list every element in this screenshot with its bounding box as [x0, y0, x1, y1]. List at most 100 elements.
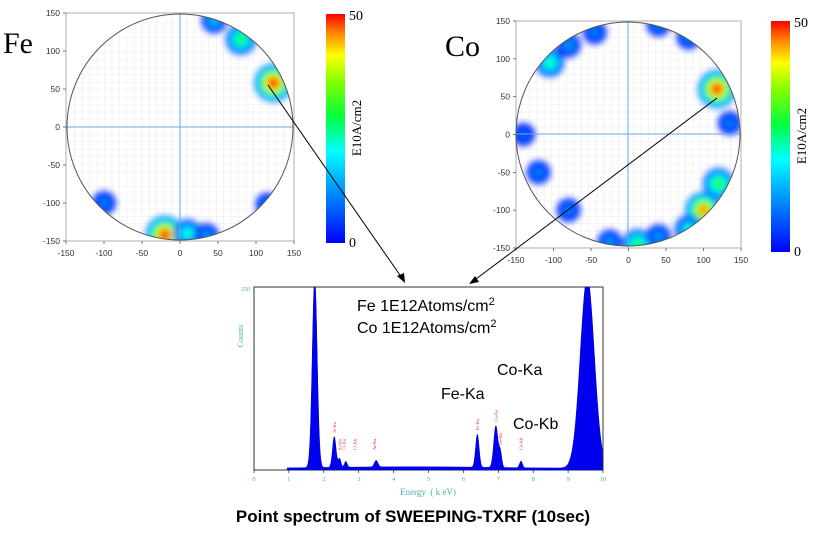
spectrum-x-tick-label: 10 — [600, 476, 607, 483]
co-y-tick-label: 150 — [496, 16, 510, 26]
co-connector-line — [475, 97, 718, 280]
fe-x-tick-label: -100 — [95, 248, 112, 258]
fe-y-tick-label: 100 — [46, 46, 60, 56]
fe-hotspot-ring — [267, 77, 279, 89]
co-hotspot — [526, 160, 551, 185]
spectrum-x-axis: 0 1 2 3 4 5 6 7 8 9 10 — [252, 470, 606, 483]
fe-concentration-text: Fe 1E12Atoms/cm — [357, 298, 489, 315]
co-hotspot — [597, 229, 622, 246]
fe-hotspot — [145, 215, 184, 240]
fe-hotspot-ring — [183, 229, 192, 238]
co-kb-annotation: Co-Kb — [513, 416, 558, 433]
co-hotspot-ring — [711, 83, 723, 95]
spectrum-peaks — [286, 286, 603, 471]
spectrum-x-tick-label: 3 — [357, 476, 360, 483]
co-x-tick-label: 50 — [661, 255, 671, 265]
co-hotspot — [582, 22, 607, 45]
fe-connector-line — [267, 84, 403, 279]
fe-x-tick-label: 150 — [287, 248, 301, 258]
fe-colorbar-min: 0 — [349, 236, 356, 251]
co-wafer-outline — [515, 21, 741, 247]
co-hotspot-ring — [714, 179, 723, 189]
co-hotspot-ring — [633, 239, 642, 246]
co-x-tick-label: 150 — [734, 255, 748, 265]
fe-colorbar-max: 50 — [349, 9, 363, 24]
spectrum-peak-label: Cl-Ka — [342, 439, 347, 450]
spectrum-x-tick-label: 5 — [427, 476, 430, 483]
spectrum-x-tick-label: 0 — [252, 476, 255, 483]
co-hotspot-ring — [591, 28, 599, 36]
co-arrowhead — [469, 276, 479, 284]
fe-x-tick-label: 50 — [213, 248, 223, 258]
co-hotspot-ring — [565, 41, 572, 49]
fe-x-tick-label: 100 — [249, 248, 263, 258]
connector-arrows — [267, 84, 718, 284]
co-hotspot-ring — [726, 119, 734, 127]
spectrum-x-tick-label: 8 — [532, 476, 535, 483]
fe-y-axis: 150 100 50 0 -50 -100 -150 — [43, 8, 66, 246]
co-x-tick-label: -150 — [507, 255, 524, 265]
co-hotspot-ring — [545, 58, 554, 67]
co-hotspot — [622, 229, 653, 246]
spectrum-y-tick-250: 250 — [241, 287, 250, 293]
co-concentration-label: Co 1E12Atoms/cm2 — [357, 318, 497, 337]
fe-y-tick-label: 0 — [55, 122, 60, 132]
spectrum-x-tick-label: 2 — [322, 476, 325, 483]
co-x-tick-label: 0 — [626, 255, 631, 265]
spectrum-peak-label: Si-Ka — [332, 422, 337, 433]
spectrum-peak-label: Co-Ka — [493, 410, 498, 422]
co-x-tick-label: -100 — [545, 255, 562, 265]
co-colorbar-max: 50 — [794, 16, 808, 31]
co-hotspot-ring — [698, 204, 709, 216]
co-y-tick-label: -150 — [493, 243, 510, 253]
fe-colorbar-unit: E10A/cm2 — [349, 100, 364, 156]
spectrum-x-tick-label: 7 — [497, 476, 501, 483]
spectrum-x-tick-label: 9 — [566, 476, 569, 483]
fe-x-tick-label: -50 — [136, 248, 149, 258]
spectrum-x-tick-label: 1 — [287, 476, 290, 483]
co-wafer-map: Co -150 -100 -50 0 50 100 150 150 100 50 0 -50 -100… — [445, 16, 809, 265]
co-y-axis: 150 100 50 0 -50 -100 -150 — [493, 16, 516, 253]
co-concentration-superscript: 2 — [490, 318, 496, 330]
co-y-tick-label: 50 — [501, 92, 511, 102]
fe-y-tick-label: -50 — [48, 160, 61, 170]
spectrum-series-area — [286, 286, 603, 471]
fe-concentration-label: Fe 1E12Atoms/cm2 — [357, 296, 495, 315]
fe-hotspot-ring — [236, 35, 246, 44]
co-ka-annotation: Co-Ka — [497, 362, 542, 379]
fe-hotspot-ring — [159, 229, 171, 240]
co-y-tick-label: -50 — [498, 167, 511, 177]
spectrum-peak-label: Si-Kb — [338, 438, 343, 450]
co-colorbar-min: 0 — [794, 245, 801, 260]
fe-hotspot-ring — [100, 199, 108, 207]
fe-colorbar — [326, 14, 345, 243]
co-hotspot — [556, 198, 581, 222]
figure-caption: Point spectrum of SWEEPING-TXRF (10sec) — [235, 507, 591, 526]
co-map-title: Co — [445, 30, 480, 63]
spectrum-y-axis-label: Counts — [236, 325, 245, 348]
fe-x-tick-label: 0 — [178, 248, 183, 258]
fe-hotspot-layer — [92, 14, 293, 240]
fe-wafer-map: Fe -150 -100 -50 0 50 100 150 150 100 50 0 -50 -100… — [3, 8, 364, 258]
fe-map-title: Fe — [3, 27, 33, 60]
fe-concentration-superscript: 2 — [489, 296, 495, 308]
spectrum-x-tick-label: 6 — [462, 476, 466, 483]
co-x-tick-label: 100 — [696, 255, 710, 265]
fe-ka-annotation: Fe-Ka — [441, 386, 485, 403]
fe-x-tick-label: -150 — [57, 248, 74, 258]
spectrum-x-axis-label: Energy ( k eV) — [400, 487, 456, 497]
spectrum-x-tick-label: 4 — [392, 476, 396, 483]
spectrum-peak-label: Ar-Ka — [372, 439, 377, 450]
co-hotspot-ring — [606, 238, 614, 246]
fe-arrowhead — [397, 273, 405, 283]
co-x-tick-label: -50 — [585, 255, 598, 265]
fe-y-tick-label: -150 — [43, 236, 60, 246]
co-y-tick-label: -100 — [493, 205, 510, 215]
fe-y-tick-label: -100 — [43, 198, 60, 208]
spectrum-peak-label: Fe-Ka — [475, 419, 480, 430]
spectrum-peak-label: Cl-Kb — [353, 438, 358, 450]
co-y-tick-label: 0 — [505, 130, 510, 140]
co-hotspot-ring — [535, 168, 542, 176]
spectrum-peak-label: Fe-Kb — [498, 433, 503, 445]
